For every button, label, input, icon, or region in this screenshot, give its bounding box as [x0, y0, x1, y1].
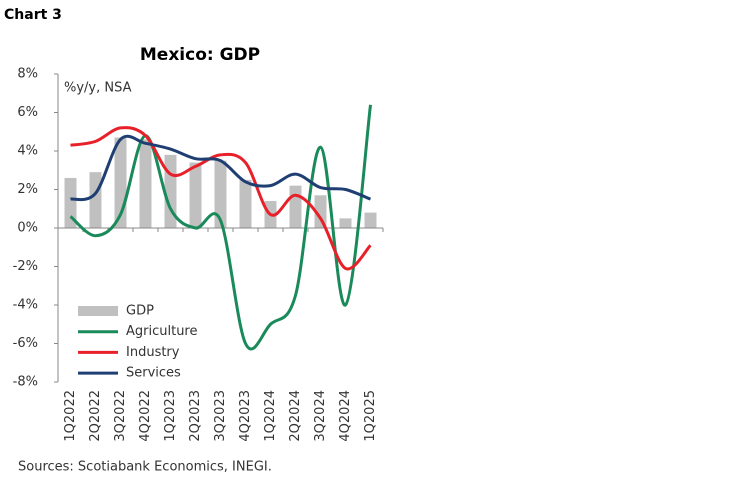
y-tick-label: 6%	[17, 105, 38, 120]
x-tick-label: 3Q2024	[313, 390, 328, 442]
x-tick-label: 2Q2022	[88, 390, 103, 442]
line-series	[70, 134, 372, 202]
y-tick-label: 0%	[17, 221, 38, 236]
bar	[89, 172, 102, 228]
legend-label: Agriculture	[126, 324, 198, 339]
y-tick-label: 4%	[17, 144, 38, 159]
line-series	[69, 104, 372, 351]
bar	[314, 195, 327, 228]
y-tick-label: -6%	[13, 336, 38, 351]
x-tick-label: 1Q2025	[363, 390, 378, 442]
annotation: %y/y, NSA	[64, 81, 132, 96]
x-tick-label: 1Q2022	[63, 390, 78, 442]
bar	[64, 177, 77, 228]
bar	[189, 162, 202, 228]
x-tick-label: 4Q2023	[238, 390, 253, 442]
x-tick-label: 4Q2024	[338, 390, 353, 442]
x-tick-label: 1Q2023	[163, 390, 178, 442]
bar	[364, 212, 377, 228]
y-tick-label: 2%	[17, 182, 38, 197]
legend-label: GDP	[126, 304, 154, 319]
x-tick-label: 3Q2022	[113, 390, 128, 442]
x-tick-label: 4Q2022	[138, 390, 153, 442]
bar	[214, 160, 227, 228]
source: Sources: Scotiabank Economics, INEGI.	[18, 460, 272, 475]
x-tick-label: 2Q2023	[188, 390, 203, 442]
header: Chart 3	[4, 7, 62, 23]
bar	[239, 179, 252, 228]
x-tick-label: 2Q2024	[288, 390, 303, 442]
bar	[289, 185, 302, 228]
y-tick-label: 8%	[17, 67, 38, 82]
y-tick-label: -2%	[13, 259, 38, 274]
legend-label: Industry	[126, 345, 180, 360]
y-tick-label: -4%	[13, 298, 38, 313]
bar	[339, 218, 352, 228]
legend-swatch	[78, 306, 118, 316]
x-tick-label: 3Q2023	[213, 390, 228, 442]
chart-title: Mexico: GDP	[140, 45, 260, 65]
bar	[139, 139, 152, 228]
legend-label: Services	[126, 366, 181, 381]
x-tick-label: 1Q2024	[263, 390, 278, 442]
y-tick-label: -8%	[13, 375, 38, 390]
line-series	[70, 126, 372, 271]
